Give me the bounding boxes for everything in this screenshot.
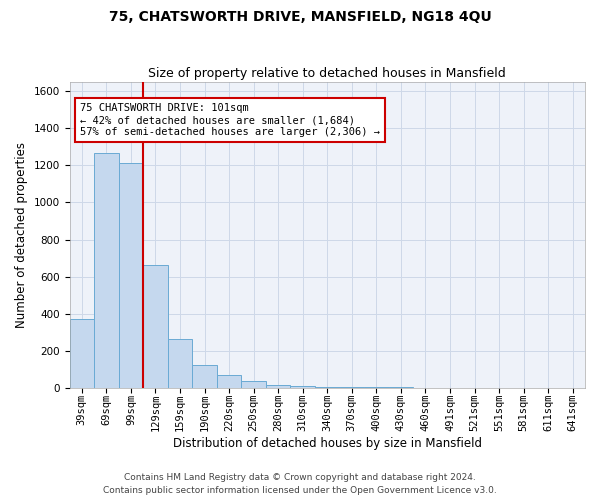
Bar bbox=[340, 387, 364, 388]
Bar bbox=[290, 386, 315, 388]
Bar bbox=[241, 381, 266, 388]
X-axis label: Distribution of detached houses by size in Mansfield: Distribution of detached houses by size … bbox=[173, 437, 482, 450]
Bar bbox=[315, 387, 340, 388]
Bar bbox=[168, 338, 192, 388]
Bar bbox=[192, 366, 217, 388]
Bar bbox=[143, 266, 168, 388]
Bar bbox=[119, 162, 143, 388]
Text: Contains HM Land Registry data © Crown copyright and database right 2024.
Contai: Contains HM Land Registry data © Crown c… bbox=[103, 474, 497, 495]
Bar bbox=[217, 374, 241, 388]
Y-axis label: Number of detached properties: Number of detached properties bbox=[15, 142, 28, 328]
Bar bbox=[70, 319, 94, 388]
Title: Size of property relative to detached houses in Mansfield: Size of property relative to detached ho… bbox=[148, 66, 506, 80]
Bar bbox=[266, 385, 290, 388]
Bar bbox=[364, 387, 389, 388]
Text: 75 CHATSWORTH DRIVE: 101sqm
← 42% of detached houses are smaller (1,684)
57% of : 75 CHATSWORTH DRIVE: 101sqm ← 42% of det… bbox=[80, 104, 380, 136]
Bar bbox=[94, 154, 119, 388]
Text: 75, CHATSWORTH DRIVE, MANSFIELD, NG18 4QU: 75, CHATSWORTH DRIVE, MANSFIELD, NG18 4Q… bbox=[109, 10, 491, 24]
